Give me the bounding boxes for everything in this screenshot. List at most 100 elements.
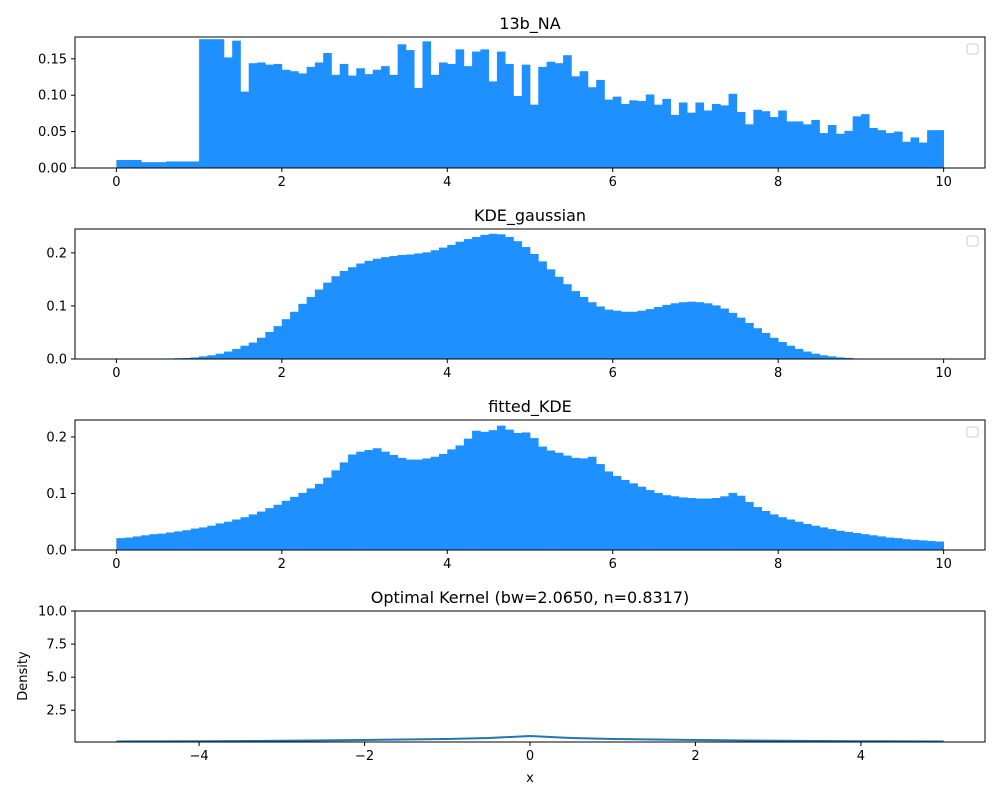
histogram-bar [720,496,729,550]
histogram-bar [571,291,580,359]
histogram-bar [819,527,829,550]
histogram-bar [819,355,829,359]
histogram-bar [604,471,614,550]
histogram-bar [397,44,407,168]
histogram-bar [273,63,283,168]
x-tick-label: 8 [774,175,782,190]
histogram-bar [720,105,729,168]
panel-3-title: fitted_KDE [488,397,572,417]
x-tick-label: 6 [609,557,617,572]
panel-4-title: Optimal Kernel (bw=2.0650, n=0.8317) [371,588,690,607]
histogram-bar [480,49,489,169]
histogram-bar [149,162,159,168]
histogram-bar [447,449,456,550]
histogram-bar [372,258,382,359]
histogram-bar [803,351,812,359]
histogram-bar [439,453,448,550]
histogram-bar [339,462,349,550]
histogram-bar [786,345,796,359]
histogram-bar [132,536,142,550]
panel-4-line [116,735,944,743]
histogram-bar [612,96,622,168]
histogram-bar [554,63,564,169]
histogram-bar [430,74,440,168]
histogram-bar [339,270,349,359]
x-tick-label: 4 [857,749,865,764]
histogram-bar [414,253,423,359]
histogram-bar [894,538,903,550]
histogram-bar [240,517,250,550]
histogram-bar [794,521,804,550]
histogram-bar [753,507,762,550]
panel-1-legend [966,43,979,55]
histogram-bar [257,337,266,359]
histogram-bar [513,433,523,550]
histogram-bar [364,74,374,168]
histogram-bar [463,438,473,550]
y-tick-label: 0.2 [46,430,67,445]
y-tick-label: 0.2 [46,246,67,261]
histogram-bar [654,492,663,550]
histogram-bar [348,454,357,550]
x-tick-label: 8 [774,557,782,572]
histogram-bar [116,538,125,550]
panel-4-xlabel: x [526,771,534,786]
histogram-bar [157,162,167,168]
histogram-bar [894,131,903,168]
panel-2-bars [157,233,878,359]
histogram-bar [695,498,705,550]
histogram-bar [265,508,274,550]
panel-optimal-kernel: Optimal Kernel (bw=2.0650, n=0.8317) −4−… [16,588,986,786]
histogram-bar [745,124,754,168]
histogram-bar [629,483,638,550]
histogram-bar [306,296,316,359]
x-tick-label: 4 [443,366,451,381]
histogram-bar [298,303,307,359]
panel-kde-gaussian: KDE_gaussian 0 2 4 6 8 10 0.0 0.1 0.2 [46,206,986,381]
histogram-bar [273,326,283,359]
histogram-bar [199,39,208,169]
histogram-bar [745,501,754,550]
histogram-bar [736,111,746,168]
histogram-bar [761,333,771,359]
y-tick-label: 0.05 [38,125,67,140]
histogram-bar [910,137,920,168]
histogram-bar [472,236,481,359]
histogram-bar [232,519,241,550]
histogram-bar [587,302,597,359]
histogram-bar [298,73,307,168]
histogram-bar [405,50,415,168]
histogram-bar [364,449,374,550]
panel-4-axes: −4 −2 0 2 4 2.5 5.0 7.5 10.0 [38,605,986,764]
histogram-bar [364,260,374,359]
x-tick-label: 2 [278,557,286,572]
histogram-bar [935,130,944,168]
y-tick-label: 0.0 [46,353,67,368]
histogram-bar [662,495,671,550]
x-tick-label: 4 [443,557,451,572]
histogram-bar [579,71,589,168]
histogram-bar [480,431,489,550]
histogram-bar [629,311,638,359]
histogram-bar [463,66,473,168]
histogram-bar [281,500,291,550]
histogram-bar [141,162,150,168]
histogram-bar [298,492,307,550]
histogram-bar [207,525,216,550]
histogram-bar [860,114,870,168]
histogram-bar [339,63,349,168]
histogram-bar [678,102,688,168]
histogram-bar [166,532,175,550]
panel-2-legend [966,235,979,247]
histogram-bar [381,257,390,359]
y-tick-label: 2.5 [46,704,67,719]
histogram-bar [257,62,266,168]
x-tick-label: 2 [278,175,286,190]
histogram-bar [587,87,597,168]
histogram-bar [554,452,564,550]
histogram-bar [422,41,432,169]
histogram-bar [827,529,837,550]
histogram-bar [761,111,771,168]
histogram-bar [273,504,283,550]
